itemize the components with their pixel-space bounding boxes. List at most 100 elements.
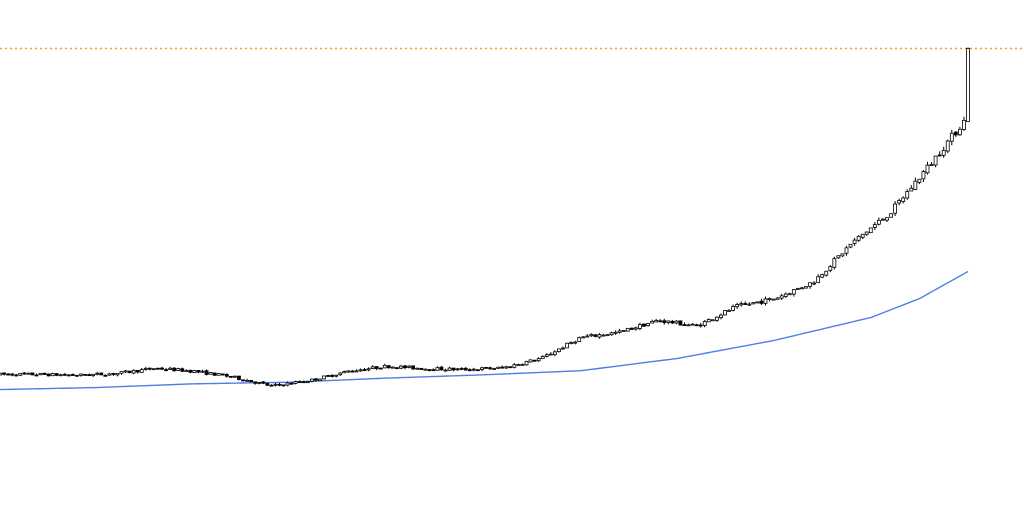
candle-body-up [216,373,221,376]
candle [354,369,359,373]
candle-body-down [374,366,379,369]
candle-body-up [233,375,237,378]
candle [613,330,618,335]
candle-body-down [743,303,748,305]
candle [662,318,667,325]
candle [50,372,55,377]
candle-body-up [702,321,707,326]
candle-body-up [929,164,934,166]
candle-body-down [488,367,492,370]
candle [512,363,517,369]
candle [617,328,622,334]
candle-body-up [305,381,310,384]
candle-body-up [455,368,460,371]
candle [593,333,598,338]
candle-body-up [443,369,448,372]
candle-body-up [889,213,893,218]
candle [581,336,586,339]
candle [261,380,266,385]
candle [273,382,278,387]
candle-body-up [710,319,715,322]
candle-body-up [909,187,914,192]
candle-body-down [241,379,245,382]
candle [253,381,258,385]
candle [257,381,262,385]
candle [395,367,399,370]
candle [905,189,910,200]
candle [103,374,108,377]
candle [164,367,168,372]
candle-body-down [350,370,355,373]
candle-body-up [945,140,950,152]
candle-body-down [204,370,209,375]
candle-body-up [208,372,213,375]
candle [698,322,703,328]
candle-body-down [593,334,598,337]
candle-body-down [467,369,472,372]
candle-body-up [293,381,298,384]
candle-body-up [949,132,954,142]
candle-body-down [314,378,318,381]
candle-body-up [192,370,197,374]
candle [439,366,444,371]
candle [326,375,330,377]
candle-body-down [297,381,302,384]
candle [621,329,626,332]
candle [633,326,638,331]
candle-body-down [212,372,217,376]
candle-body-up [548,353,553,356]
candle-body-down [54,373,59,376]
candle-body-up [382,364,387,369]
candle [26,372,31,375]
candle-body-down [180,368,185,372]
candle [840,253,845,258]
candle [484,366,488,369]
candle [228,375,233,378]
candle [18,373,23,377]
candle [723,310,727,316]
candle [492,367,497,370]
candle [889,213,893,218]
candle-body-up [872,224,877,228]
candle [22,371,27,375]
candle-body-up [540,356,545,360]
candle-body-up [407,365,411,368]
candle-body-down [42,372,47,375]
candle [216,373,221,376]
candle [208,372,213,375]
candle-body-down [30,372,35,376]
candle-body-up [646,323,650,327]
candle-body-up [123,370,128,373]
candle [767,297,772,302]
candle-body-up [528,359,533,363]
candle [901,196,906,204]
candle [751,302,756,305]
candle [909,185,914,192]
candle-body-down [261,381,266,384]
candle-body-up [779,295,784,299]
moving-average-line [0,270,969,391]
candle [233,375,237,379]
candle-body-up [524,361,529,366]
candle-body-down [629,327,634,330]
candle [184,369,189,372]
candle [176,367,181,371]
candle-body-up [176,368,181,371]
candle-body-down [172,367,177,372]
candle [763,296,768,306]
candle-body-up [569,342,573,344]
candle [342,370,347,374]
candle [443,368,448,372]
candle-body-up [836,255,841,259]
candle [727,309,731,312]
candle [625,327,630,332]
candle [249,380,254,383]
candle-body-up [905,191,910,199]
candle [123,369,128,374]
candle-body-up [245,379,249,382]
candle [690,323,695,326]
candle [488,366,492,371]
candle [540,355,545,360]
candle-body-up [962,119,966,130]
